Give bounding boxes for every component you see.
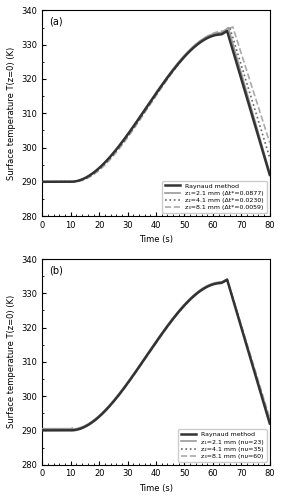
Legend: Raynaud method, z₁=2.1 mm (nᴜ=23), z₂=4.1 mm (nᴜ=35), z₃=8.1 mm (nᴜ=60): Raynaud method, z₁=2.1 mm (nᴜ=23), z₂=4.… [178,430,266,462]
Y-axis label: Surface temperature T(z=0) (K): Surface temperature T(z=0) (K) [7,295,16,428]
Y-axis label: Surface temperature T(z=0) (K): Surface temperature T(z=0) (K) [7,46,16,180]
X-axis label: Time (s): Time (s) [139,236,173,244]
Legend: Raynaud method, z₁=2.1 mm (Δt*=0.0877), z₂=4.1 mm (Δt*=0.0230), z₃=8.1 mm (Δt*=0: Raynaud method, z₁=2.1 mm (Δt*=0.0877), … [162,181,266,213]
Text: (a): (a) [49,16,63,26]
Text: (b): (b) [49,265,63,275]
X-axis label: Time (s): Time (s) [139,484,173,493]
